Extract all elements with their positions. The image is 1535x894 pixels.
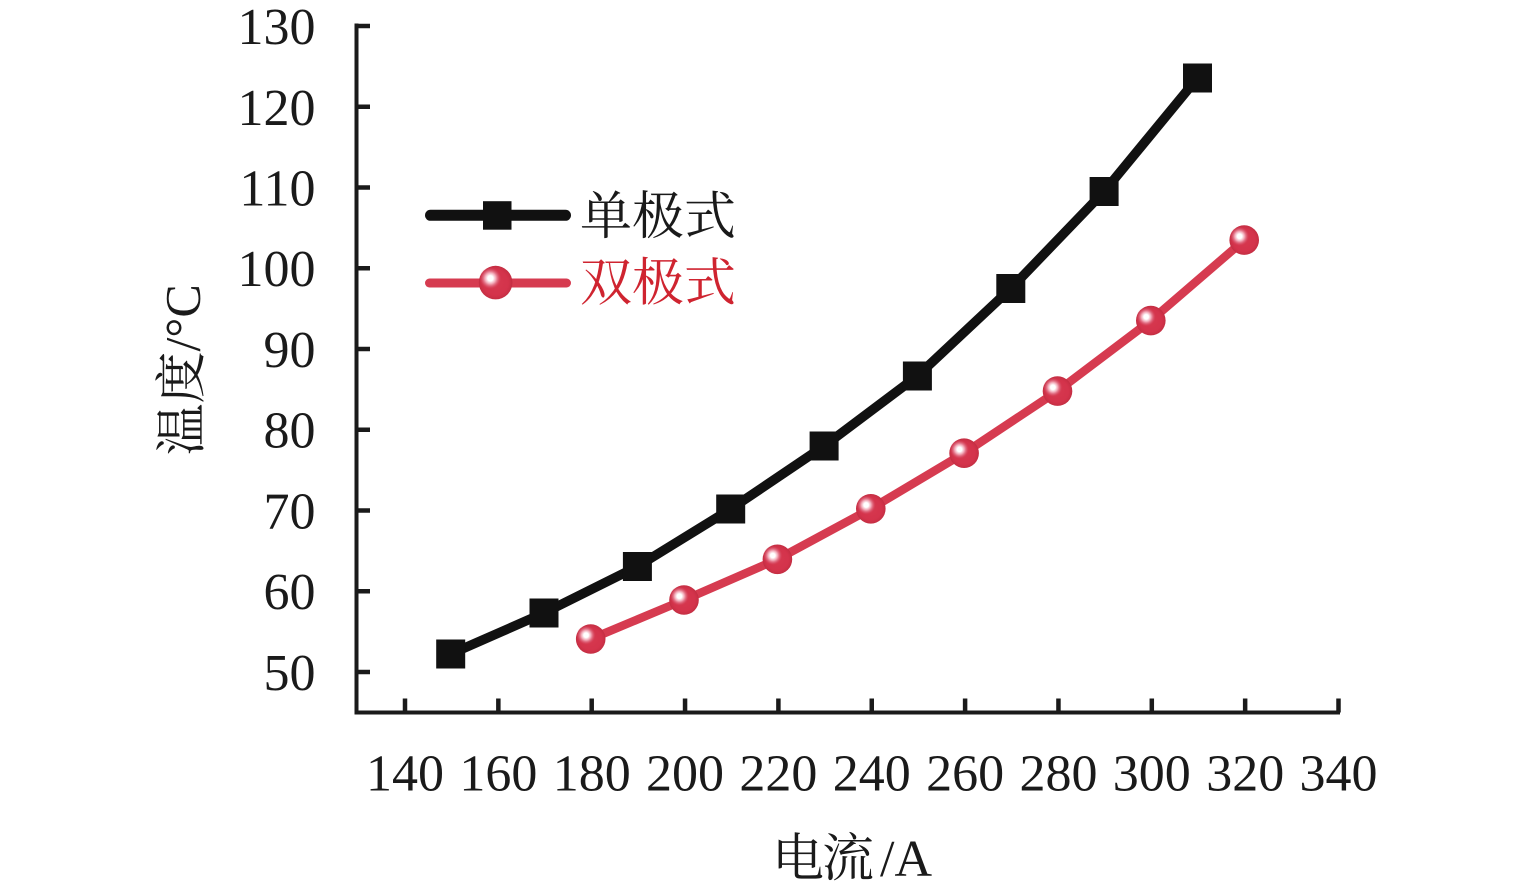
- svg-text:/A: /A: [880, 831, 932, 888]
- svg-text:110: 110: [239, 161, 315, 218]
- svg-text:280: 280: [1020, 746, 1098, 803]
- svg-text:120: 120: [238, 80, 316, 137]
- svg-text:130: 130: [238, 0, 316, 56]
- svg-text:140: 140: [366, 746, 444, 803]
- svg-text:320: 320: [1206, 746, 1284, 803]
- svg-text:260: 260: [926, 746, 1004, 803]
- svg-text:90: 90: [264, 322, 316, 379]
- svg-text:100: 100: [238, 241, 316, 298]
- svg-text:70: 70: [264, 484, 316, 541]
- svg-text:80: 80: [264, 403, 316, 460]
- svg-text:300: 300: [1113, 746, 1191, 803]
- svg-text:160: 160: [459, 746, 537, 803]
- svg-text:220: 220: [739, 746, 817, 803]
- svg-text:/°C: /°C: [155, 284, 211, 351]
- svg-text:200: 200: [646, 746, 724, 803]
- svg-text:240: 240: [833, 746, 911, 803]
- svg-text:180: 180: [553, 746, 631, 803]
- svg-text:50: 50: [264, 645, 316, 702]
- svg-text:60: 60: [264, 564, 316, 621]
- svg-text:340: 340: [1300, 746, 1378, 803]
